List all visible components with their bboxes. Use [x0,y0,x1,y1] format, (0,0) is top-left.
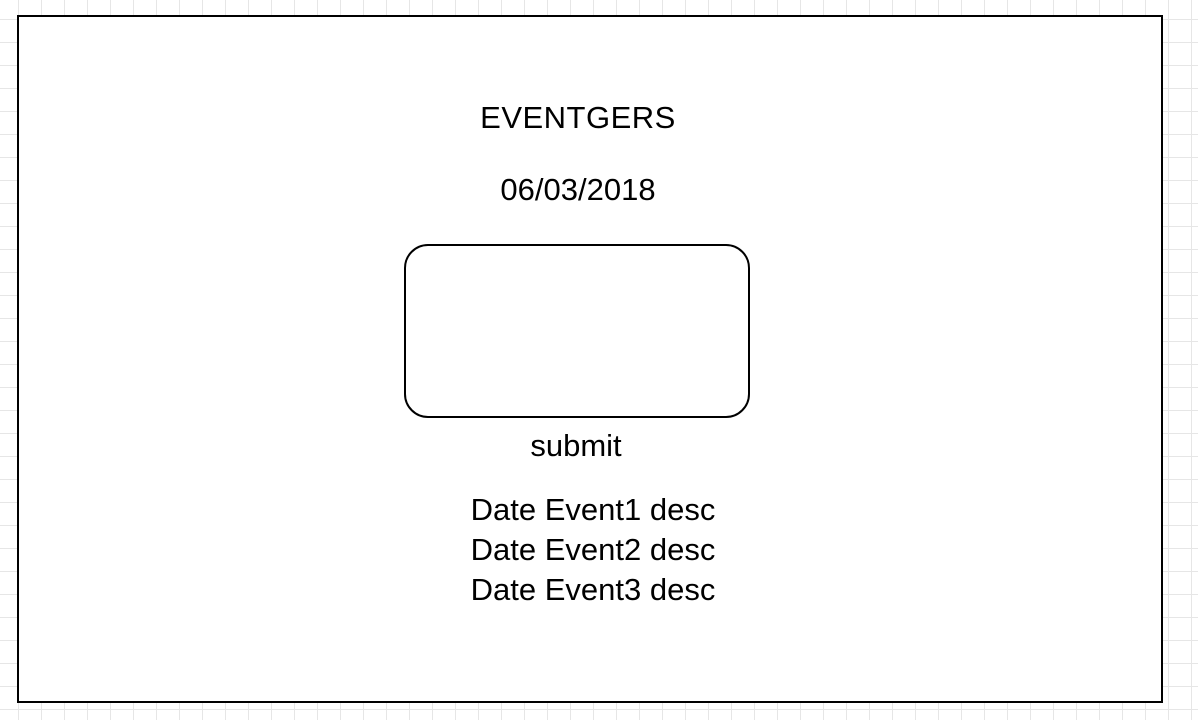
app-title: EVENTGERS [480,100,676,135]
current-date: 06/03/2018 [500,172,656,207]
event-list: Date Event1 desc Date Event2 desc Date E… [393,490,793,610]
submit-button[interactable]: submit [530,428,622,463]
event-list-item: Date Event3 desc [470,572,716,607]
event-input-box[interactable] [404,244,750,418]
event-list-item: Date Event1 desc [470,492,716,527]
event-list-item: Date Event2 desc [470,532,716,567]
